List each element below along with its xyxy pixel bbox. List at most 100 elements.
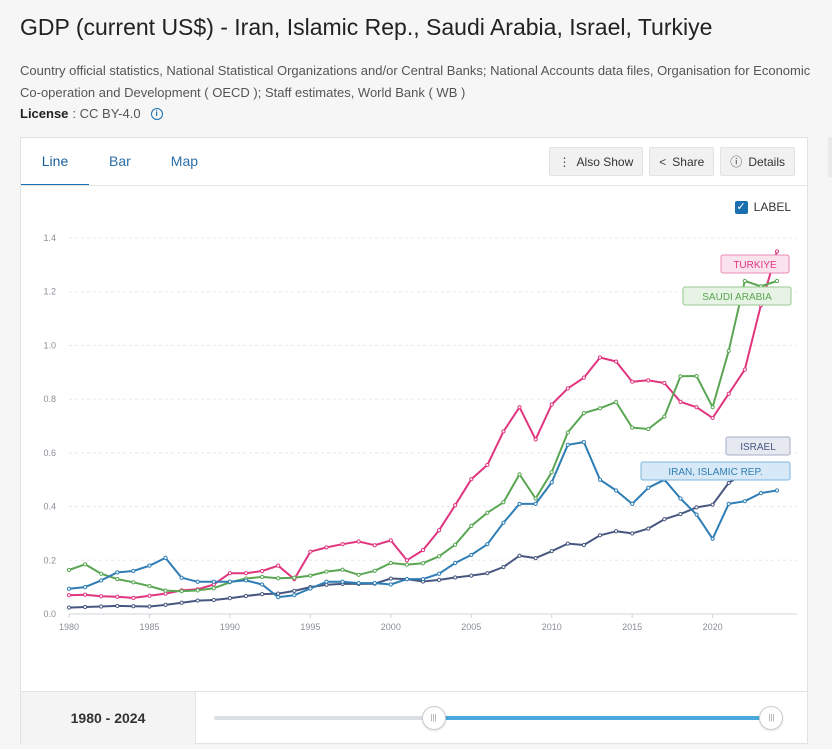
tab-bar[interactable]: Bar [109,153,131,169]
data-point [549,549,554,554]
data-point [372,543,377,548]
data-point [565,442,570,447]
data-point [517,472,522,477]
data-point [517,553,522,558]
data-point [630,379,635,384]
data-point [163,602,168,607]
data-point [646,426,651,432]
share-button[interactable]: < Share [649,147,715,176]
data-point [436,577,442,582]
data-point [243,593,249,599]
data-point [66,593,72,598]
data-point [742,367,747,372]
share-icon: < [659,154,667,169]
data-point [99,604,104,609]
data-point [774,488,780,493]
data-point [131,580,136,585]
data-point [501,520,506,525]
data-point [678,399,683,404]
data-point [533,556,538,561]
label-toggle[interactable]: ✓ LABEL [734,200,791,214]
data-point [131,604,136,609]
data-point [356,581,361,586]
series-label: ISRAEL [740,442,776,453]
data-point [630,425,635,430]
x-tick-label: 1985 [139,622,159,632]
also-show-label: Also Show [576,154,634,169]
data-point [533,501,538,506]
x-tick-label: 2010 [542,622,562,632]
data-point [276,591,281,596]
data-point [549,470,554,475]
also-show-button[interactable]: ⋮ Also Show [548,147,644,176]
data-point [533,496,538,501]
data-point [436,528,442,533]
range-end-handle[interactable]: ||| [759,706,784,730]
data-point [517,405,522,410]
data-point [420,576,426,582]
tab-map[interactable]: Map [170,153,199,169]
license-label: License [20,106,69,121]
line-chart: 0.0 0.2 0.4 0.6 0.8 1.0 1.2 1.4 1980 1985 1990 1995… [43,233,797,632]
more-vertical-icon: ⋮ [558,154,571,169]
data-point [501,500,506,505]
series-label-box [725,436,791,456]
data-point [758,491,764,496]
data-point [308,586,313,591]
chart-card: Line Bar Map ⋮ Also Show < Share ⓘ Detai… [20,137,808,692]
data-point [469,573,474,578]
data-point [485,510,490,515]
data-point [82,585,88,590]
data-point [726,501,731,506]
data-point [662,380,667,386]
data-point [404,562,410,567]
details-button[interactable]: ⓘ Details [720,147,795,176]
data-point [211,579,216,584]
data-point [66,605,72,610]
range-start-handle[interactable]: ||| [421,706,446,730]
data-point [276,576,281,581]
data-point [115,594,120,599]
data-point [710,405,715,410]
data-point [742,499,747,504]
data-point [469,477,474,482]
series-line [68,468,778,609]
data-point [292,575,297,580]
data-point [388,582,393,587]
data-point [549,402,554,407]
data-point [581,375,587,380]
y-tick-label: 0.6 [43,448,56,458]
time-range-footer: 1980 - 2024 ||| ||| [20,692,808,744]
label-checkbox[interactable]: ✓ [734,200,748,214]
data-point [678,496,683,501]
data-point [99,594,104,599]
data-point [356,539,361,544]
data-point [533,437,538,442]
data-point [597,355,603,360]
series-line [68,251,778,599]
y-tick-label: 0.2 [43,555,56,565]
data-point [646,485,651,490]
data-point [340,567,345,572]
page-scroll-edge [828,137,832,177]
data-point [485,462,490,468]
data-point [597,406,603,411]
data-point [147,583,152,589]
data-point [630,531,635,536]
chart-actions: ⋮ Also Show < Share ⓘ Details [548,147,795,176]
data-point [710,415,715,421]
series-label: TURKIYE [733,260,777,271]
data-point [147,593,152,598]
series-line [68,280,778,593]
x-tick-label: 1990 [220,622,240,632]
data-point [453,542,458,547]
info-icon[interactable]: i [150,107,163,120]
data-point [662,517,667,522]
data-point [276,594,281,600]
data-point [710,502,715,507]
data-point [179,589,184,594]
data-point [147,604,152,609]
data-point [356,572,361,577]
data-point [694,373,699,379]
data-point [581,542,587,548]
